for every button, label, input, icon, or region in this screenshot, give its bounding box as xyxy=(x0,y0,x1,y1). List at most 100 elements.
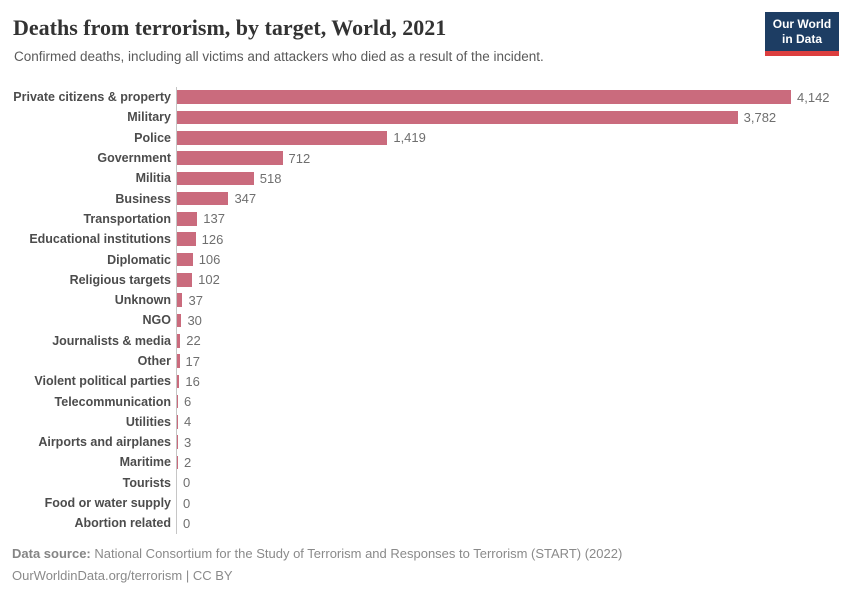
bar[interactable] xyxy=(177,151,283,165)
bar-area: 4 xyxy=(176,411,850,433)
chart-row: Abortion related 0 xyxy=(0,513,850,534)
bar-area: 3,782 xyxy=(176,107,850,128)
chart-row: Airports and airplanes 3 xyxy=(0,432,850,453)
category-label: Military xyxy=(127,110,171,125)
owid-logo[interactable]: Our World in Data xyxy=(765,12,839,56)
category-label: Educational institutions xyxy=(29,232,171,247)
bar[interactable] xyxy=(177,313,182,328)
value-label: 102 xyxy=(198,272,220,288)
value-label: 30 xyxy=(187,312,202,328)
chart-rows: Private citizens & property 4,142 Military… xyxy=(0,87,850,534)
category-label: Religious targets xyxy=(69,272,171,287)
chart-row: Other 17 xyxy=(0,350,850,372)
category-label: Abortion related xyxy=(74,516,171,531)
value-label: 3,782 xyxy=(743,109,777,125)
bar[interactable] xyxy=(177,374,180,389)
chart-row: Business 347 xyxy=(0,188,850,209)
bar-area: 16 xyxy=(176,371,850,392)
value-label: 1,419 xyxy=(393,130,426,146)
chart-row: Private citizens & property 4,142 xyxy=(0,87,850,108)
bar[interactable] xyxy=(177,333,181,348)
chart-row: Violent political parties 16 xyxy=(0,371,850,392)
bar-area: 126 xyxy=(176,229,850,250)
chart-row: Transportation 137 xyxy=(0,208,850,230)
bar-area: 30 xyxy=(176,310,850,331)
value-label: 0 xyxy=(183,495,191,511)
category-label: Police xyxy=(134,130,171,145)
value-label: 137 xyxy=(203,211,225,227)
category-label: Diplomatic xyxy=(107,252,171,267)
category-label: Transportation xyxy=(83,211,171,226)
category-label: Airports and airplanes xyxy=(38,435,171,450)
category-label: Business xyxy=(115,191,171,206)
chart-row: Utilities 4 xyxy=(0,411,850,433)
bar-area: 1,419 xyxy=(176,127,850,148)
bar-area: 137 xyxy=(176,208,850,230)
chart-row: Food or water supply 0 xyxy=(0,492,850,514)
chart-title: Deaths from terrorism, by target, World,… xyxy=(13,15,447,40)
data-source-text: National Consortium for the Study of Ter… xyxy=(94,546,623,561)
bar[interactable] xyxy=(177,273,193,287)
bar[interactable] xyxy=(177,394,178,409)
bar[interactable] xyxy=(177,293,183,307)
chart-row: Diplomatic 106 xyxy=(0,249,850,270)
category-label: Militia xyxy=(135,171,171,186)
chart-header: Deaths from terrorism, by target, World,… xyxy=(0,0,850,65)
bar-area: 22 xyxy=(176,330,850,351)
bar[interactable] xyxy=(177,415,178,429)
category-label: Private citizens & property xyxy=(13,90,171,105)
bar[interactable] xyxy=(177,455,178,470)
bar[interactable] xyxy=(177,110,738,125)
bar[interactable] xyxy=(177,130,388,145)
bar[interactable] xyxy=(177,212,198,226)
chart-row: NGO 30 xyxy=(0,310,850,331)
owid-logo-line1: Our World xyxy=(772,17,832,31)
category-label: Violent political parties xyxy=(34,374,171,389)
value-label: 712 xyxy=(288,150,311,166)
value-label: 0 xyxy=(183,475,191,491)
bar[interactable] xyxy=(177,354,180,368)
license-line: OurWorldinData.org/terrorism | CC BY xyxy=(12,568,233,583)
chart-row: Telecommunication 6 xyxy=(0,391,850,412)
bar-area: 4,142 xyxy=(176,87,850,108)
bar-area: 347 xyxy=(176,188,850,209)
value-label: 3 xyxy=(184,434,192,450)
value-label: 4,142 xyxy=(797,89,830,105)
value-label: 4 xyxy=(184,414,192,430)
bar-area: 0 xyxy=(176,472,850,493)
bar[interactable] xyxy=(177,435,178,449)
category-label: Unknown xyxy=(114,293,171,308)
bar-area: 712 xyxy=(176,147,850,169)
chart-row: Maritime 2 xyxy=(0,452,850,473)
owid-logo-line2: in Data xyxy=(781,32,822,46)
chart-row: Military 3,782 xyxy=(0,107,850,128)
bar[interactable] xyxy=(177,232,196,247)
bar[interactable] xyxy=(177,252,193,267)
chart-row: Tourists 0 xyxy=(0,472,850,493)
category-label: Utilities xyxy=(125,414,171,429)
value-label: 22 xyxy=(186,333,201,349)
bar[interactable] xyxy=(177,191,229,206)
bar-area: 106 xyxy=(176,249,850,270)
value-label: 126 xyxy=(201,231,224,247)
bar-area: 37 xyxy=(176,289,850,311)
bar-area: 2 xyxy=(176,452,850,473)
value-label: 37 xyxy=(188,292,203,308)
chart-row: Journalists & media 22 xyxy=(0,330,850,351)
data-source-label: Data source: xyxy=(12,546,91,561)
bar-chart: Private citizens & property 4,142 Military… xyxy=(0,87,850,534)
bar-area: 0 xyxy=(176,492,850,514)
bar-area: 17 xyxy=(176,350,850,372)
chart-row: Unknown 37 xyxy=(0,289,850,311)
bar-area: 102 xyxy=(176,269,850,290)
bar[interactable] xyxy=(177,171,254,186)
value-label: 106 xyxy=(198,252,221,268)
category-label: Food or water supply xyxy=(44,496,171,511)
bar-area: 0 xyxy=(176,513,850,534)
value-label: 518 xyxy=(259,170,282,186)
category-label: Tourists xyxy=(122,475,171,490)
bar[interactable] xyxy=(177,90,791,104)
bar-area: 518 xyxy=(176,168,850,189)
chart-row: Government 712 xyxy=(0,147,850,169)
value-label: 0 xyxy=(183,515,191,531)
